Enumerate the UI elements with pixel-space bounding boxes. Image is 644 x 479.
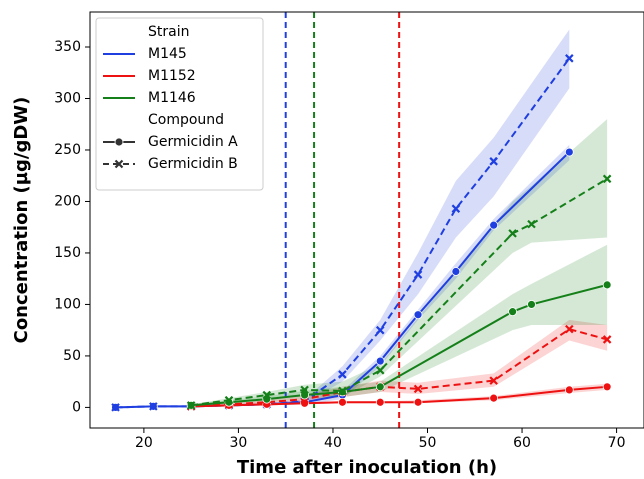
- legend-label: M1152: [148, 68, 196, 84]
- y-tick-label: 150: [54, 245, 81, 261]
- legend-label: Germicidin B: [148, 156, 238, 172]
- series-line: [115, 57, 571, 409]
- y-tick-label: 0: [72, 399, 81, 415]
- x-tick-label: 60: [513, 435, 531, 451]
- point: [375, 382, 385, 392]
- legend-title: Strain: [148, 24, 189, 40]
- y-axis-title: Concentration (µg/gDW): [11, 97, 32, 344]
- point: [413, 384, 423, 394]
- point: [186, 401, 196, 410]
- point: [602, 335, 612, 344]
- legend-box: [95, 17, 264, 191]
- point: [508, 229, 517, 238]
- point: [375, 397, 385, 407]
- series-line: [191, 177, 608, 407]
- point: [114, 137, 124, 147]
- x-tick-label: 40: [324, 435, 342, 451]
- y-tick-label: 250: [54, 142, 81, 158]
- point: [489, 220, 499, 230]
- legend-label: Germicidin A: [148, 134, 238, 150]
- point: [451, 204, 461, 213]
- point: [300, 385, 309, 395]
- point: [375, 366, 385, 375]
- point: [111, 403, 120, 412]
- legend-label: M145: [148, 46, 187, 62]
- x-axis-title: Time after inoculation (h): [237, 457, 497, 478]
- point: [338, 386, 347, 396]
- point: [262, 390, 272, 400]
- point: [565, 54, 574, 63]
- point: [489, 376, 498, 385]
- y-tick-label: 50: [63, 348, 81, 364]
- point: [224, 395, 234, 405]
- point: [602, 280, 612, 290]
- point: [413, 310, 423, 320]
- confidence-band: [191, 319, 608, 408]
- point: [489, 393, 499, 403]
- point: [564, 385, 574, 395]
- point: [149, 402, 158, 411]
- plot-area: [111, 12, 612, 428]
- legend: Strain M145 M1152 M1146 Compound Germicidin A…: [95, 17, 264, 191]
- confidence-band: [191, 119, 608, 407]
- x-tick-label: 50: [419, 435, 437, 451]
- plot-frame: [89, 11, 644, 429]
- point: [338, 397, 347, 407]
- point: [413, 270, 423, 279]
- point: [451, 267, 461, 276]
- x-tick-label: 70: [608, 435, 626, 451]
- x-tick-label: 20: [135, 435, 153, 451]
- y-tick-label: 200: [54, 193, 81, 209]
- point: [602, 174, 612, 184]
- point: [375, 325, 385, 335]
- legend-title: Compound: [148, 112, 224, 128]
- point: [565, 324, 574, 334]
- y-tick-label: 350: [54, 39, 81, 55]
- point: [564, 147, 574, 157]
- point: [489, 157, 498, 166]
- point: [114, 159, 124, 169]
- y-tick-label: 100: [54, 296, 81, 312]
- y-tick-label: 300: [54, 90, 81, 106]
- x-tick-label: 30: [230, 435, 248, 451]
- point: [602, 382, 612, 392]
- point: [527, 300, 536, 309]
- point: [527, 219, 536, 229]
- point: [413, 397, 423, 407]
- point: [338, 370, 347, 379]
- point: [508, 307, 517, 317]
- legend-label: M1146: [148, 90, 196, 106]
- point: [375, 356, 385, 366]
- series-line: [191, 385, 608, 408]
